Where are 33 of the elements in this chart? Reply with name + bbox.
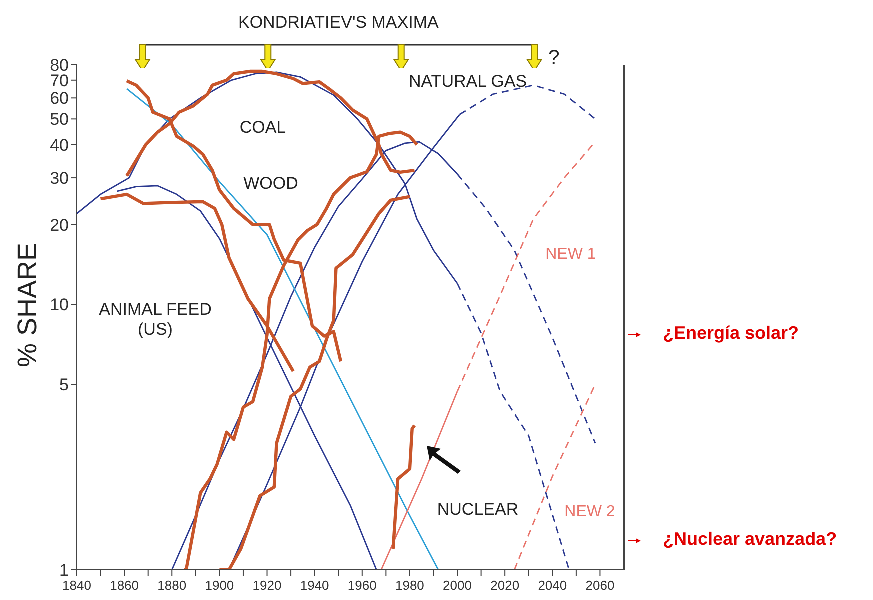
annotation: NATURAL GAS [408, 72, 528, 92]
text: ¿Nuclear avanzada? [663, 529, 838, 550]
x-tick-label: 1840 [62, 578, 92, 593]
x-tick-label: 1920 [252, 578, 282, 593]
annotation: COAL [238, 118, 288, 138]
x-tick-label: 1900 [205, 578, 234, 593]
y-tick-label: 1 [60, 561, 69, 580]
annotation: ANIMAL FEED (US) [98, 300, 213, 340]
series-label: NEW 2 [564, 504, 616, 521]
series-label: NEW 1 [546, 246, 596, 264]
y-tick-label: 40 [50, 136, 69, 155]
x-tick-label: 1980 [395, 578, 424, 593]
x-tick-label: 2060 [586, 578, 615, 593]
y-tick-label: 10 [50, 296, 69, 315]
annotation: NUCLEAR [436, 500, 520, 520]
y-tick-label: 20 [50, 216, 69, 235]
y-tick-label: 50 [50, 110, 69, 130]
y-tick-label: 30 [50, 169, 69, 188]
x-tick-label: 2020 [490, 578, 520, 593]
line-series [392, 424, 416, 551]
y-tick-label: 60 [50, 89, 69, 108]
x-tick-label: 1860 [110, 578, 140, 593]
text: ¿Energía solar? [663, 323, 800, 344]
y-tick-label: 5 [60, 376, 69, 395]
x-tick-label: 2040 [538, 578, 568, 593]
annotation: ? [548, 47, 560, 69]
x-tick-label: 2000 [443, 578, 472, 593]
y-axis-title: % SHARE [12, 242, 43, 368]
x-tick-label: 1940 [300, 578, 330, 593]
x-tick-label: 1880 [158, 578, 187, 593]
x-tick-label: 1960 [348, 578, 377, 593]
chart-title: KONDRIATIEV'S MAXIMA [238, 13, 440, 32]
annotation: WOOD [242, 174, 300, 194]
